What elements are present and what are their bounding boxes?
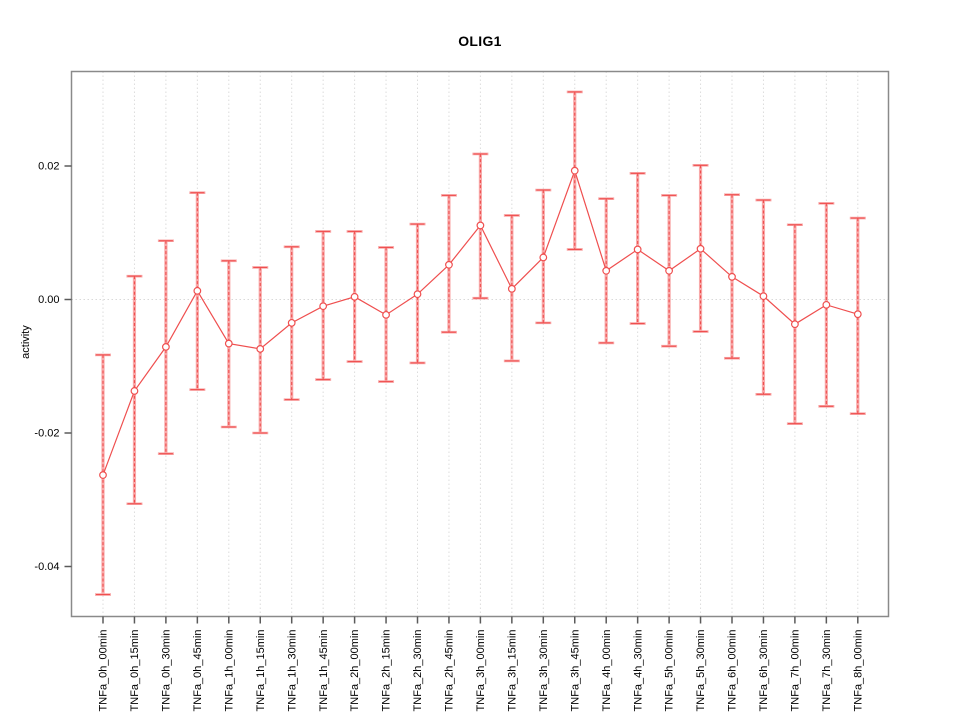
x-tick-label: TNFa_1h_30min [286, 630, 298, 712]
x-tick-label: TNFa_7h_30min [821, 630, 833, 712]
x-tick-label: TNFa_1h_15min [255, 630, 267, 712]
x-tick-label: TNFa_0h_30min [161, 630, 173, 712]
y-tick-label: 0.02 [38, 161, 59, 173]
data-point [413, 290, 422, 299]
x-tick-label: TNFa_1h_00min [223, 630, 235, 712]
data-point [256, 344, 265, 353]
data-point [728, 272, 736, 281]
x-tick-label: TNFa_3h_00min [475, 630, 487, 712]
data-point [161, 342, 170, 351]
x-tick-label: TNFa_0h_45min [192, 630, 204, 712]
y-tick-label: -0.02 [34, 428, 59, 440]
data-point [570, 166, 579, 175]
data-point [822, 300, 831, 309]
data-point [665, 266, 673, 275]
x-tick-label: TNFa_5h_30min [695, 630, 707, 712]
x-tick-label: TNFa_0h_00min [98, 630, 110, 712]
data-point [445, 260, 453, 269]
x-tick-label: TNFa_1h_45min [318, 630, 330, 712]
x-tick-label: TNFa_6h_30min [758, 630, 770, 712]
data-point [350, 292, 359, 301]
x-tick-label: TNFa_3h_45min [569, 630, 581, 712]
data-point [99, 471, 107, 479]
x-tick-label: TNFa_3h_30min [538, 630, 550, 712]
x-tick-label: TNFa_4h_30min [632, 630, 644, 712]
x-tick-label: TNFa_5h_00min [664, 630, 676, 712]
x-tick-label: TNFa_0h_15min [129, 630, 141, 712]
data-point [319, 302, 328, 311]
x-tick-label: TNFa_3h_15min [506, 630, 518, 712]
data-point [507, 284, 516, 293]
data-point [130, 387, 139, 395]
data-point [633, 245, 642, 254]
x-tick-label: TNFa_2h_00min [349, 630, 361, 712]
data-point [193, 286, 202, 295]
data-point [602, 266, 611, 275]
data-point [287, 318, 296, 327]
x-tick-label: TNFa_8h_00min [852, 630, 864, 712]
x-tick-label: TNFa_7h_00min [790, 630, 802, 712]
chart-title: OLIG1 [458, 33, 502, 49]
x-tick-label: TNFa_2h_15min [381, 630, 393, 712]
y-tick-label: -0.04 [34, 561, 59, 573]
data-point [224, 339, 233, 348]
data-point [791, 320, 799, 329]
data-point [759, 292, 768, 301]
x-tick-label: TNFa_2h_30min [412, 630, 424, 712]
data-point [853, 310, 862, 319]
y-tick-label: 0.00 [38, 294, 59, 306]
data-point [476, 221, 485, 230]
x-tick-label: TNFa_6h_00min [727, 630, 739, 712]
data-point [382, 310, 390, 319]
x-tick-label: TNFa_2h_45min [444, 630, 456, 712]
data-point [696, 244, 705, 253]
data-point [539, 253, 548, 262]
x-tick-label: TNFa_4h_00min [601, 630, 613, 712]
